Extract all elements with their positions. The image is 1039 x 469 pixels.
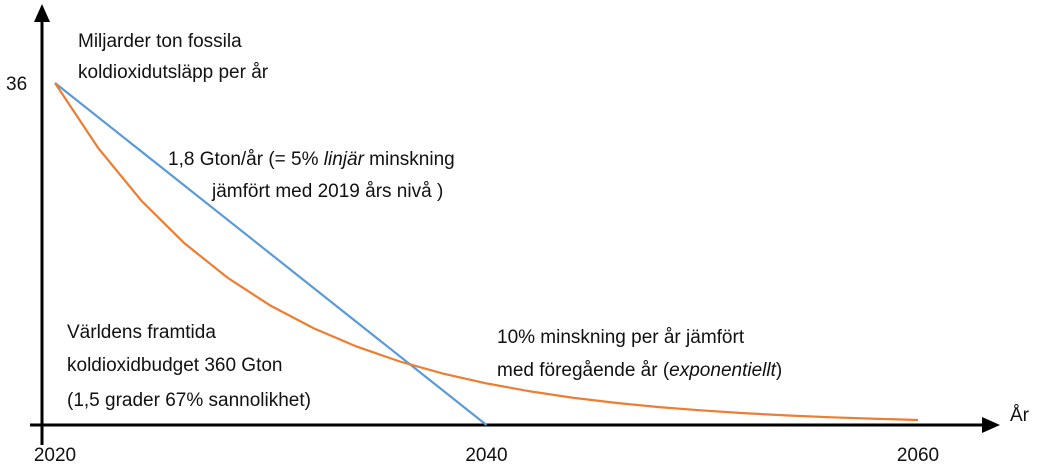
x-tick-label: 2040 <box>465 445 507 466</box>
annotation: (1,5 grader 67% sannolikhet) <box>67 390 311 411</box>
annotation-part: jämfört med 2019 års nivå ) <box>211 181 443 202</box>
annotation-part: 10% minskning per år jämfört <box>497 327 745 348</box>
x-axis-label: År <box>1010 405 1030 426</box>
y-axis-label: Miljarder ton fossila <box>78 31 242 52</box>
annotation: koldioxidbudget 360 Gton <box>67 355 283 376</box>
annotation-part: minskning <box>364 149 455 170</box>
annotation-part: exponentiellt <box>669 360 776 381</box>
annotation-part: koldioxidbudget 360 Gton <box>67 355 283 376</box>
annotation-part: med föregående år ( <box>497 360 670 381</box>
x-tick-label: 2060 <box>897 445 939 466</box>
series-line <box>54 82 919 422</box>
annotation: 1,8 Gton/år (= 5% linjär minskning <box>168 149 455 170</box>
y-axis-label: koldioxidutsläpp per år <box>78 62 269 83</box>
annotation-part: Världens framtida <box>67 322 216 343</box>
annotation: Världens framtida <box>67 322 216 343</box>
y-axis-arrow <box>34 4 50 22</box>
annotation-part: (1,5 grader 67% sannolikhet) <box>67 390 311 411</box>
annotation: jämfört med 2019 års nivå ) <box>211 181 443 202</box>
annotation-part: ) <box>776 360 782 381</box>
y-tick-label: 36 <box>6 74 27 95</box>
annotation-part: 1,8 Gton/år (= 5% <box>168 149 324 170</box>
annotation: 10% minskning per år jämfört <box>497 327 745 348</box>
annotation-part: linjär <box>324 149 365 170</box>
annotation: med föregående år (exponentiellt) <box>497 360 782 381</box>
x-tick-label: 2020 <box>34 445 76 466</box>
x-axis-arrow <box>982 417 1000 433</box>
series-line <box>54 82 488 426</box>
